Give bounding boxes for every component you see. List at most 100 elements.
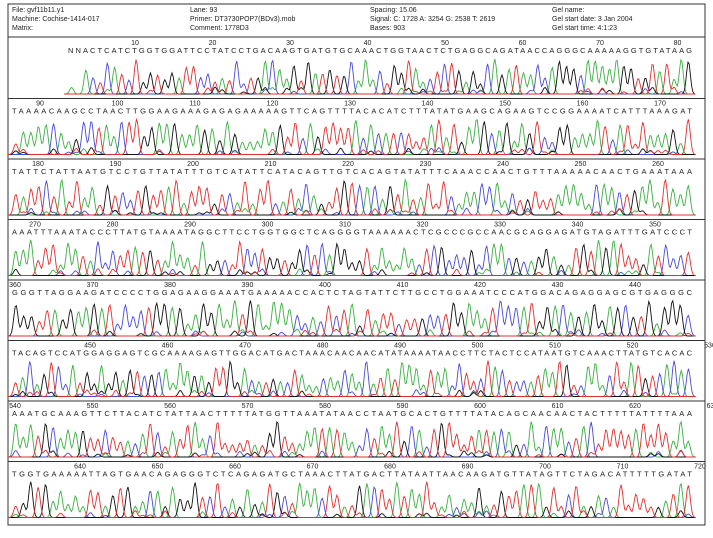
trace-t <box>7 117 696 155</box>
position-label: 400 <box>319 282 331 289</box>
trace-c <box>8 180 696 216</box>
position-label: 30 <box>286 40 294 47</box>
base-sequence: NNACTCATCTGGTGGATTCCTATCCTGACAAGTGATGTGC… <box>68 46 692 55</box>
trace-t <box>8 240 696 276</box>
position-label: 490 <box>394 343 406 350</box>
position-label: 240 <box>497 161 509 168</box>
position-label: 70 <box>596 40 604 47</box>
position-label: 100 <box>112 101 124 108</box>
header-field: Machine: Cochise-1414-017 <box>12 16 100 23</box>
position-label: 310 <box>339 222 351 229</box>
position-label: 590 <box>397 403 409 410</box>
position-label: 470 <box>239 343 251 350</box>
position-label: 720 <box>694 464 706 471</box>
position-label: 460 <box>162 343 174 350</box>
base-sequence: AAATTTAAATACCCTTATGTAAAATAGGCTTCCTGGTGGC… <box>12 228 692 237</box>
base-sequence: TAAAACAAGCCTAACTTGGAAGAAAGAGAGAAAAAGTTCA… <box>12 107 692 116</box>
position-label: 530 <box>704 343 713 350</box>
trace-t <box>8 303 696 337</box>
position-label: 200 <box>187 161 199 168</box>
header-field: Gel start time: 4:1:23 <box>552 25 617 32</box>
base-sequence: AAATGCAAAGTTCTTACATCTATTAACTTTTTATGGTTAA… <box>12 409 692 418</box>
position-label: 540 <box>9 403 21 410</box>
position-label: 430 <box>552 282 564 289</box>
position-label: 390 <box>242 282 254 289</box>
trace-c <box>8 300 696 337</box>
header-field: Lane: 93 <box>190 7 217 14</box>
frame <box>7 3 706 526</box>
position-label: 20 <box>209 40 217 47</box>
header-field: Primer: DT3730POP7(BDv3).mob <box>190 16 296 23</box>
position-label: 570 <box>242 403 254 410</box>
position-label: 60 <box>519 40 527 47</box>
trace-t <box>64 59 696 95</box>
position-label: 350 <box>649 222 661 229</box>
position-label: 630 <box>707 403 713 410</box>
position-label: 680 <box>384 464 396 471</box>
position-label: 340 <box>572 222 584 229</box>
base-sequence: GGGTTAGGAAGATCCCCTGGAGAAGGAAATGAAAAACCAC… <box>12 288 693 297</box>
position-label: 670 <box>307 464 319 471</box>
position-label: 230 <box>420 161 432 168</box>
position-label: 560 <box>164 403 176 410</box>
header-field: Matrix: <box>12 25 33 32</box>
position-label: 700 <box>539 464 551 471</box>
trace-g <box>8 481 696 518</box>
header-field: Comment: 1778D3 <box>190 25 249 32</box>
position-label: 210 <box>265 161 277 168</box>
position-label: 410 <box>397 282 409 289</box>
position-label: 640 <box>74 464 86 471</box>
position-label: 520 <box>627 343 639 350</box>
position-label: 170 <box>654 101 666 108</box>
position-label: 160 <box>577 101 589 108</box>
base-sequence: TATTCTATTAATGTCCTGTTATATTTGTCATATTCATACA… <box>12 167 692 176</box>
trace-c <box>8 421 696 458</box>
position-label: 610 <box>552 403 564 410</box>
position-label: 130 <box>344 101 356 108</box>
position-label: 110 <box>189 101 200 108</box>
position-label: 180 <box>32 161 44 168</box>
trace-c <box>8 360 696 397</box>
trace-t <box>7 481 696 518</box>
position-label: 690 <box>462 464 474 471</box>
position-label: 500 <box>472 343 484 350</box>
header-field: Gel name: <box>552 7 584 14</box>
base-sequence: TGGTGAAAAATTAGTGAACAGAGGGTCTCAGAGATGCTAA… <box>12 470 692 479</box>
position-label: 320 <box>417 222 429 229</box>
base-sequence: TACAGTCCATGGAGGAGTCGCAAAAGAGTTGGACATGACT… <box>12 349 693 358</box>
position-label: 450 <box>84 343 96 350</box>
position-label: 260 <box>652 161 664 168</box>
position-label: 440 <box>629 282 641 289</box>
header-field: Signal: C: 1728 A: 3254 G: 2538 T: 2619 <box>370 16 495 23</box>
position-label: 150 <box>499 101 511 108</box>
position-label: 480 <box>317 343 329 350</box>
position-label: 650 <box>152 464 164 471</box>
trace-a <box>8 300 696 337</box>
position-label: 50 <box>441 40 449 47</box>
position-label: 600 <box>474 403 486 410</box>
position-label: 90 <box>36 101 44 108</box>
position-label: 620 <box>629 403 641 410</box>
position-label: 330 <box>494 222 506 229</box>
position-label: 250 <box>575 161 587 168</box>
position-label: 580 <box>319 403 331 410</box>
position-label: 140 <box>422 101 434 108</box>
position-label: 360 <box>9 282 21 289</box>
position-label: 40 <box>364 40 372 47</box>
trace-t <box>7 178 696 216</box>
trace-a <box>7 420 696 458</box>
position-label: 710 <box>617 464 629 471</box>
header-field: Gel start date: 3 Jan 2004 <box>552 16 633 23</box>
position-label: 270 <box>29 222 41 229</box>
header-field: File: gvf11b11.y1 <box>12 7 64 14</box>
header-field: Bases: 903 <box>370 25 405 32</box>
position-label: 380 <box>164 282 176 289</box>
trace-a <box>8 361 696 397</box>
position-label: 220 <box>342 161 354 168</box>
position-label: 10 <box>131 40 139 47</box>
position-label: 190 <box>110 161 122 168</box>
position-label: 370 <box>87 282 99 289</box>
trace-t <box>8 421 696 458</box>
